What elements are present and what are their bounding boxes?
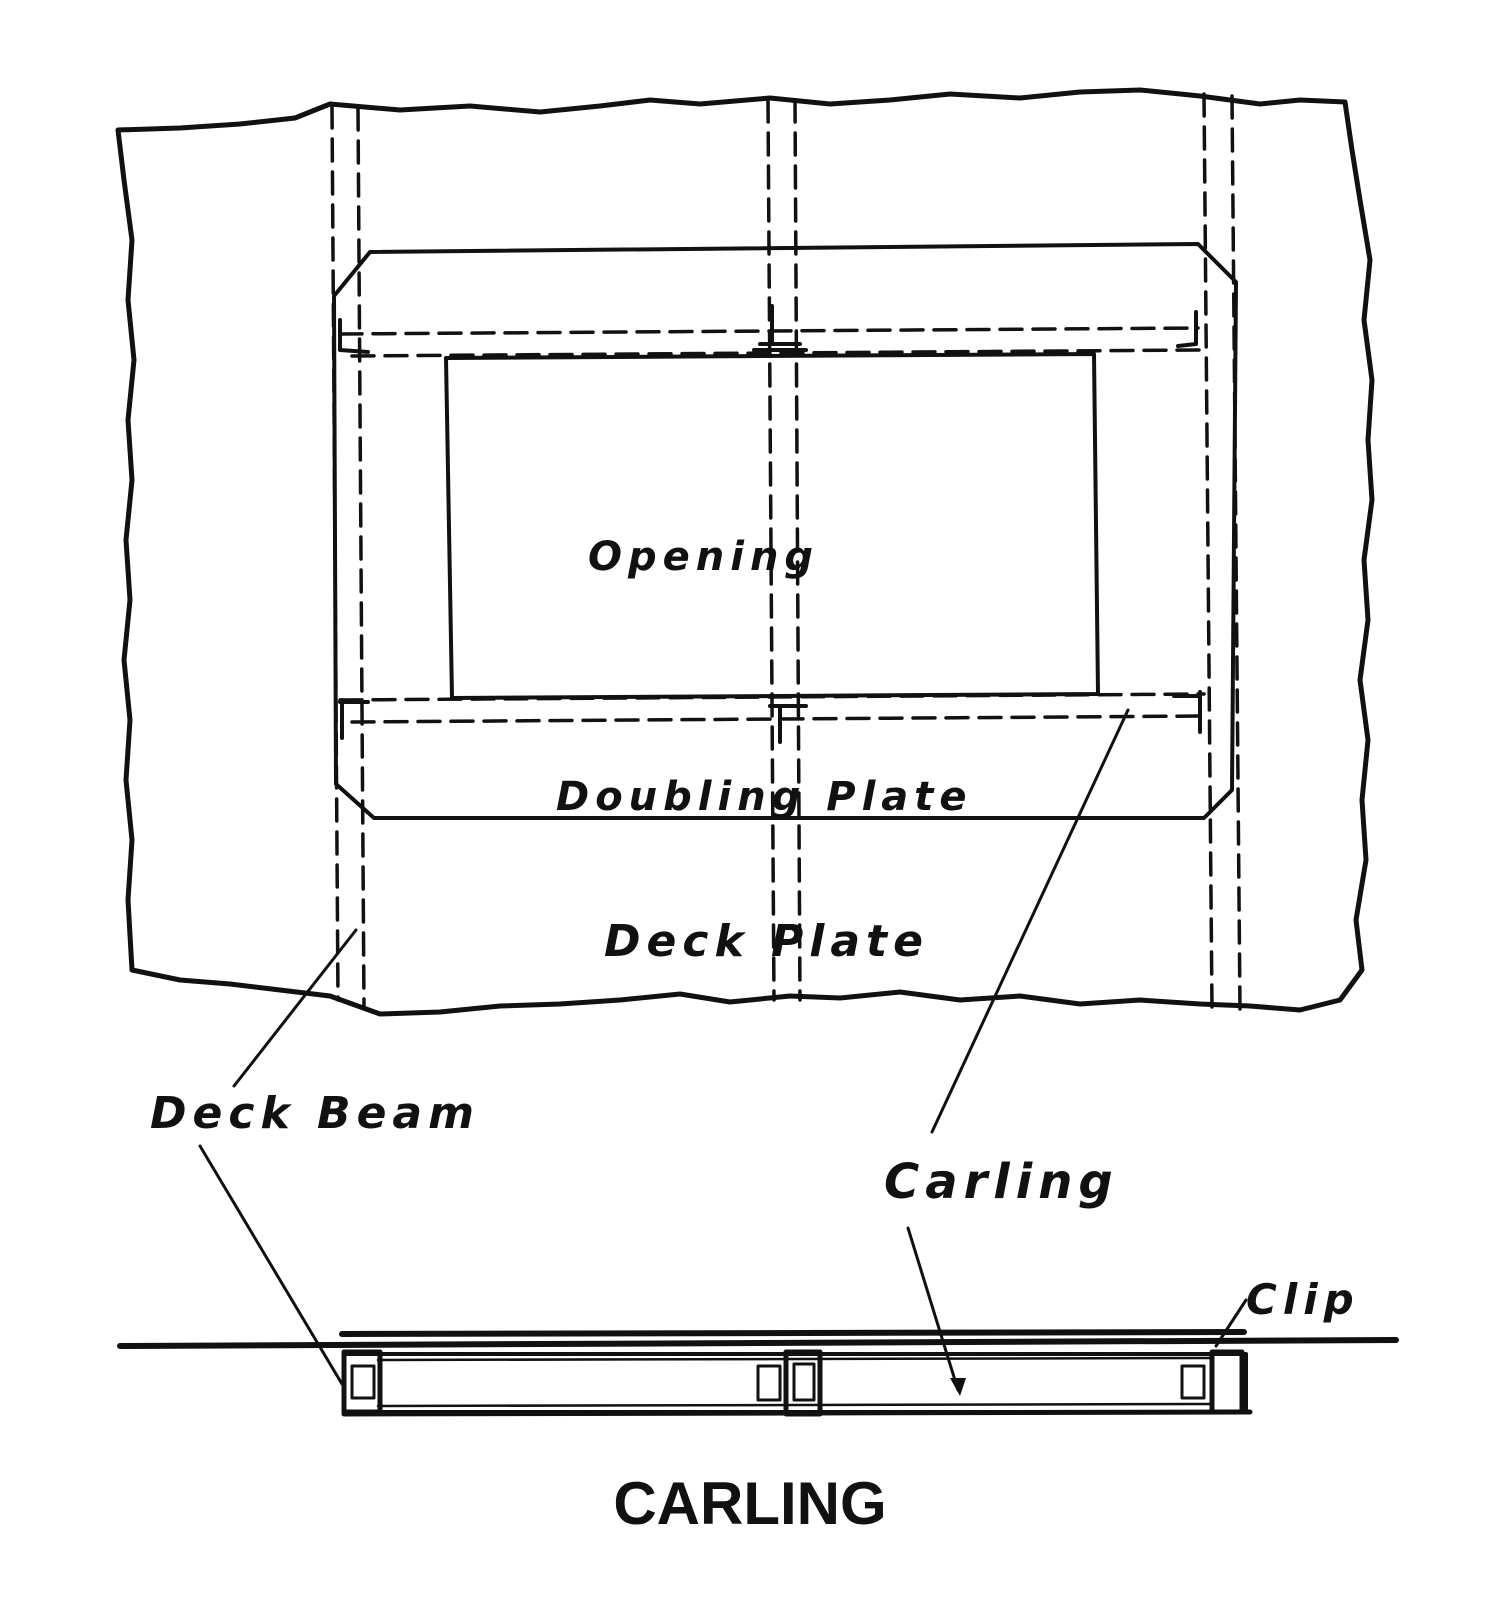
- doubling-plate: [332, 242, 1238, 820]
- deck-plate-section: [117, 1337, 1399, 1349]
- deck-beam-right: [1202, 92, 1242, 1012]
- deck-beam-leader: [232, 928, 358, 1088]
- deck-beam-section-middle: [756, 1349, 823, 1417]
- deck-beam-label: Deck Beam: [150, 1088, 480, 1139]
- carling-section-leader: [906, 1226, 960, 1392]
- clip-label: Clip: [1246, 1275, 1360, 1324]
- carling-flange-line-bottom: [376, 1402, 1212, 1408]
- carling-label: Carling: [884, 1154, 1119, 1210]
- clip-marks: [338, 304, 1202, 744]
- opening-label: Opening: [588, 534, 819, 580]
- doubling-plate-label: Doubling Plate: [556, 774, 973, 820]
- carling-leader: [930, 708, 1130, 1134]
- deck-beam-section-left: [341, 1349, 383, 1415]
- deck-beam-section-right: [1180, 1349, 1245, 1415]
- carling-arrowhead: [950, 1378, 966, 1396]
- deck-plate-outline: [115, 87, 1375, 1017]
- carling-flange-line-top: [376, 1356, 1212, 1362]
- plan-view: Opening Doubling Plate Deck Plate: [115, 87, 1375, 1134]
- carling-top: [338, 326, 1202, 358]
- caption: CARLING: [613, 1470, 886, 1537]
- deck-plate-label: Deck Plate: [604, 916, 929, 967]
- doubling-plate-section: [339, 1329, 1247, 1337]
- section-view: Deck Beam Carling Clip: [117, 1088, 1399, 1417]
- opening: [444, 352, 1100, 700]
